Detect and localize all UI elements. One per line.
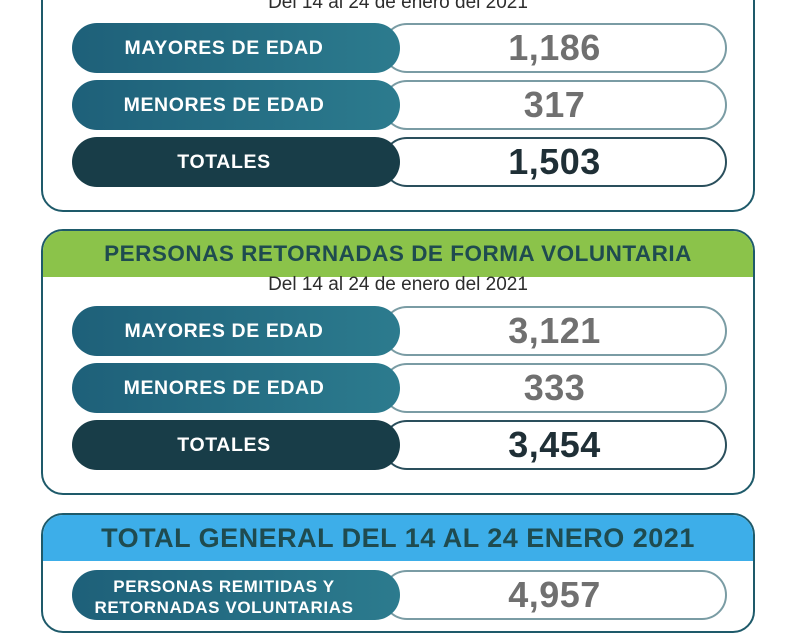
card3-total-label: PERSONAS REMITIDAS Y RETORNADAS VOLUNTAR… xyxy=(72,570,400,620)
remitted-persons-card: Del 14 al 24 de enero del 2021 1,186 MAY… xyxy=(41,0,755,212)
card1-row-totals: 1,503 TOTALES xyxy=(72,137,732,189)
card1-minors-label: MENORES DE EDAD xyxy=(72,80,400,130)
card3-total-value: 4,957 xyxy=(382,570,727,620)
card1-totals-label: TOTALES xyxy=(72,137,400,187)
card2-minors-label: MENORES DE EDAD xyxy=(72,363,400,413)
card1-adults-label: MAYORES DE EDAD xyxy=(72,23,400,73)
card2-adults-label: MAYORES DE EDAD xyxy=(72,306,400,356)
general-total-card: TOTAL GENERAL DEL 14 AL 24 ENERO 2021 4,… xyxy=(41,513,755,633)
card3-label-line2: RETORNADAS VOLUNTARIAS xyxy=(94,598,354,617)
card1-minors-value: 317 xyxy=(382,80,727,130)
card3-row-total: 4,957 PERSONAS REMITIDAS Y RETORNADAS VO… xyxy=(72,570,732,622)
card2-title: PERSONAS RETORNADAS DE FORMA VOLUNTARIA xyxy=(43,231,753,277)
card2-date-range: Del 14 al 24 de enero del 2021 xyxy=(268,274,528,295)
card3-label-line1: PERSONAS REMITIDAS Y xyxy=(113,577,335,596)
card2-totals-value: 3,454 xyxy=(382,420,727,470)
card2-row-minors: 333 MENORES DE EDAD xyxy=(72,363,732,415)
card2-row-totals: 3,454 TOTALES xyxy=(72,420,732,472)
card3-title: TOTAL GENERAL DEL 14 AL 24 ENERO 2021 xyxy=(43,515,753,561)
card1-row-adults: 1,186 MAYORES DE EDAD xyxy=(72,23,732,75)
card1-date-range: Del 14 al 24 de enero del 2021 xyxy=(268,0,528,13)
card1-row-minors: 317 MENORES DE EDAD xyxy=(72,80,732,132)
card1-totals-value: 1,503 xyxy=(382,137,727,187)
card2-row-adults: 3,121 MAYORES DE EDAD xyxy=(72,306,732,358)
card2-minors-value: 333 xyxy=(382,363,727,413)
card1-adults-value: 1,186 xyxy=(382,23,727,73)
card2-totals-label: TOTALES xyxy=(72,420,400,470)
voluntary-returns-card: PERSONAS RETORNADAS DE FORMA VOLUNTARIA … xyxy=(41,229,755,495)
card2-adults-value: 3,121 xyxy=(382,306,727,356)
